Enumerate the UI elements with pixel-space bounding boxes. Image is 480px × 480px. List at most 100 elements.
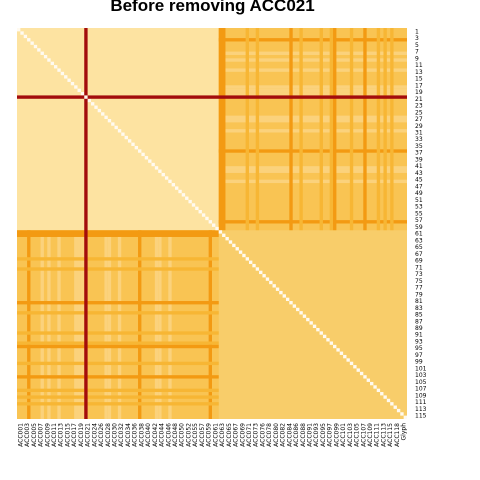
- heatmap-diagonal-cell: [191, 203, 196, 207]
- heatmap-diagonal-cell: [343, 354, 347, 359]
- heatmap-row-streak: [218, 179, 407, 184]
- y-tick-label: 57: [415, 217, 423, 224]
- heatmap-column-streak: [158, 230, 162, 419]
- heatmap-diagonal-cell: [319, 331, 323, 335]
- heatmap-diagonal-cell: [390, 402, 394, 406]
- heatmap-diagonal-cell: [225, 236, 229, 241]
- y-tick-label: 59: [415, 224, 423, 231]
- heatmap-diagonal-cell: [218, 230, 223, 234]
- heatmap-column-streak: [390, 28, 394, 231]
- x-tick-label: ACC007: [38, 423, 45, 447]
- heatmap-diagonal-cell: [238, 250, 243, 254]
- y-tick-label: 27: [415, 116, 423, 123]
- heatmap-diagonal-cell: [289, 301, 293, 305]
- x-tick-label: ACC048: [172, 423, 179, 447]
- x-tick-label: ACC057: [199, 423, 206, 447]
- heatmap-diagonal-cell: [53, 65, 58, 69]
- heatmap-diagonal-cell: [212, 223, 216, 227]
- heatmap-diagonal-cell: [23, 34, 28, 39]
- highlight-row-acc021: [17, 95, 407, 99]
- x-tick-label: ACC105: [354, 423, 361, 447]
- heatmap-diagonal-cell: [316, 327, 320, 332]
- heatmap-column-streak: [168, 230, 172, 419]
- x-tick-label: ACC013: [58, 423, 65, 447]
- heatmap-diagonal-cell: [80, 92, 85, 96]
- y-tick-label: 69: [415, 258, 423, 265]
- heatmap-diagonal-cell: [97, 108, 102, 113]
- heatmap-diagonal-cell: [40, 51, 44, 55]
- heatmap-diagonal-cell: [94, 105, 98, 109]
- y-tick-label: 3: [415, 35, 419, 42]
- heatmap-column-streak: [218, 28, 226, 231]
- y-tick-label: 105: [415, 379, 427, 386]
- y-tick-label: 9: [415, 55, 419, 62]
- heatmap-diagonal-cell: [84, 95, 88, 99]
- heatmap-diagonal-cell: [148, 159, 152, 163]
- heatmap-row-streak: [218, 85, 407, 89]
- heatmap-diagonal-cell: [222, 233, 226, 237]
- heatmap-diagonal-cell: [60, 71, 65, 76]
- heatmap-column-streak: [376, 28, 381, 231]
- heatmap-diagonal-cell: [380, 392, 384, 396]
- heatmap-diagonal-cell: [168, 179, 172, 184]
- heatmap-diagonal-cell: [138, 149, 142, 153]
- heatmap-diagonal-cell: [50, 61, 54, 66]
- y-tick-label: 35: [415, 143, 423, 150]
- heatmap-diagonal-cell: [339, 351, 344, 355]
- y-tick-label: 89: [415, 325, 423, 332]
- x-tick-label: ACC061: [212, 423, 219, 447]
- heatmap-diagonal-cell: [370, 381, 374, 386]
- heatmap-row-streak: [218, 38, 407, 42]
- y-tick-label: 25: [415, 109, 423, 116]
- heatmap-row-streak: [218, 169, 407, 173]
- heatmap-column-streak: [47, 230, 51, 419]
- x-tick-label: ACC109: [367, 423, 374, 447]
- heatmap-column-streak: [299, 28, 303, 231]
- heatmap-diagonal-cell: [208, 220, 212, 224]
- y-tick-label: 17: [415, 82, 423, 89]
- heatmap-diagonal-cell: [87, 98, 91, 103]
- heatmap-column-streak: [255, 28, 260, 231]
- heatmap-diagonal-cell: [245, 257, 249, 261]
- y-tick-label: 31: [415, 129, 423, 136]
- x-tick-label: ACC024: [91, 423, 98, 447]
- heatmap-column-streak: [349, 28, 354, 231]
- heatmap-diagonal-cell: [164, 176, 169, 180]
- heatmap-row-streak: [17, 361, 219, 366]
- heatmap-diagonal-cell: [205, 216, 209, 221]
- y-tick-label: 11: [415, 62, 423, 69]
- heatmap-column-streak: [289, 28, 293, 231]
- y-tick-label: 53: [415, 204, 423, 211]
- heatmap-row-streak: [218, 119, 407, 123]
- x-tick-label: ACC063: [219, 423, 226, 447]
- x-tick-label: ACC084: [286, 423, 293, 447]
- heatmap-diagonal-cell: [400, 412, 404, 416]
- x-tick-label: ACC042: [152, 423, 159, 447]
- y-tick-label: 111: [415, 399, 427, 406]
- heatmap-diagonal-cell: [349, 361, 354, 366]
- heatmap-diagonal-cell: [255, 267, 260, 271]
- y-tick-label: 43: [415, 170, 423, 177]
- heatmap-diagonal-cell: [333, 344, 337, 349]
- heatmap-row-streak: [218, 51, 407, 55]
- x-tick-label: ACC050: [179, 423, 186, 447]
- x-tick-label: ACC032: [118, 423, 125, 447]
- heatmap-diagonal-cell: [178, 189, 182, 194]
- heatmap-diagonal-cell: [74, 85, 78, 89]
- heatmap-diagonal-cell: [269, 280, 273, 285]
- heatmap-diagonal-cell: [376, 388, 381, 393]
- x-tick-label: ACC059: [206, 423, 213, 447]
- heatmap-diagonal-cell: [43, 54, 48, 59]
- x-tick-label: ACC111: [374, 423, 381, 447]
- heatmap-diagonal-cell: [403, 415, 407, 419]
- x-tick-label: ACC034: [125, 423, 132, 447]
- x-tick-label: ACC093: [313, 423, 320, 447]
- highlight-column-acc021: [84, 28, 88, 419]
- y-tick-label: 61: [415, 231, 423, 238]
- heatmap-column-streak: [40, 230, 44, 419]
- heatmap-row-streak: [218, 68, 407, 72]
- x-axis-tick-labels: ACC001 ACC003 ACC005 ACC007 ACC009 ACC011 ACC0…: [17, 423, 407, 447]
- y-tick-label: 13: [415, 69, 423, 76]
- heatmap-diagonal-cell: [265, 277, 270, 281]
- heatmap-row-streak: [17, 301, 219, 305]
